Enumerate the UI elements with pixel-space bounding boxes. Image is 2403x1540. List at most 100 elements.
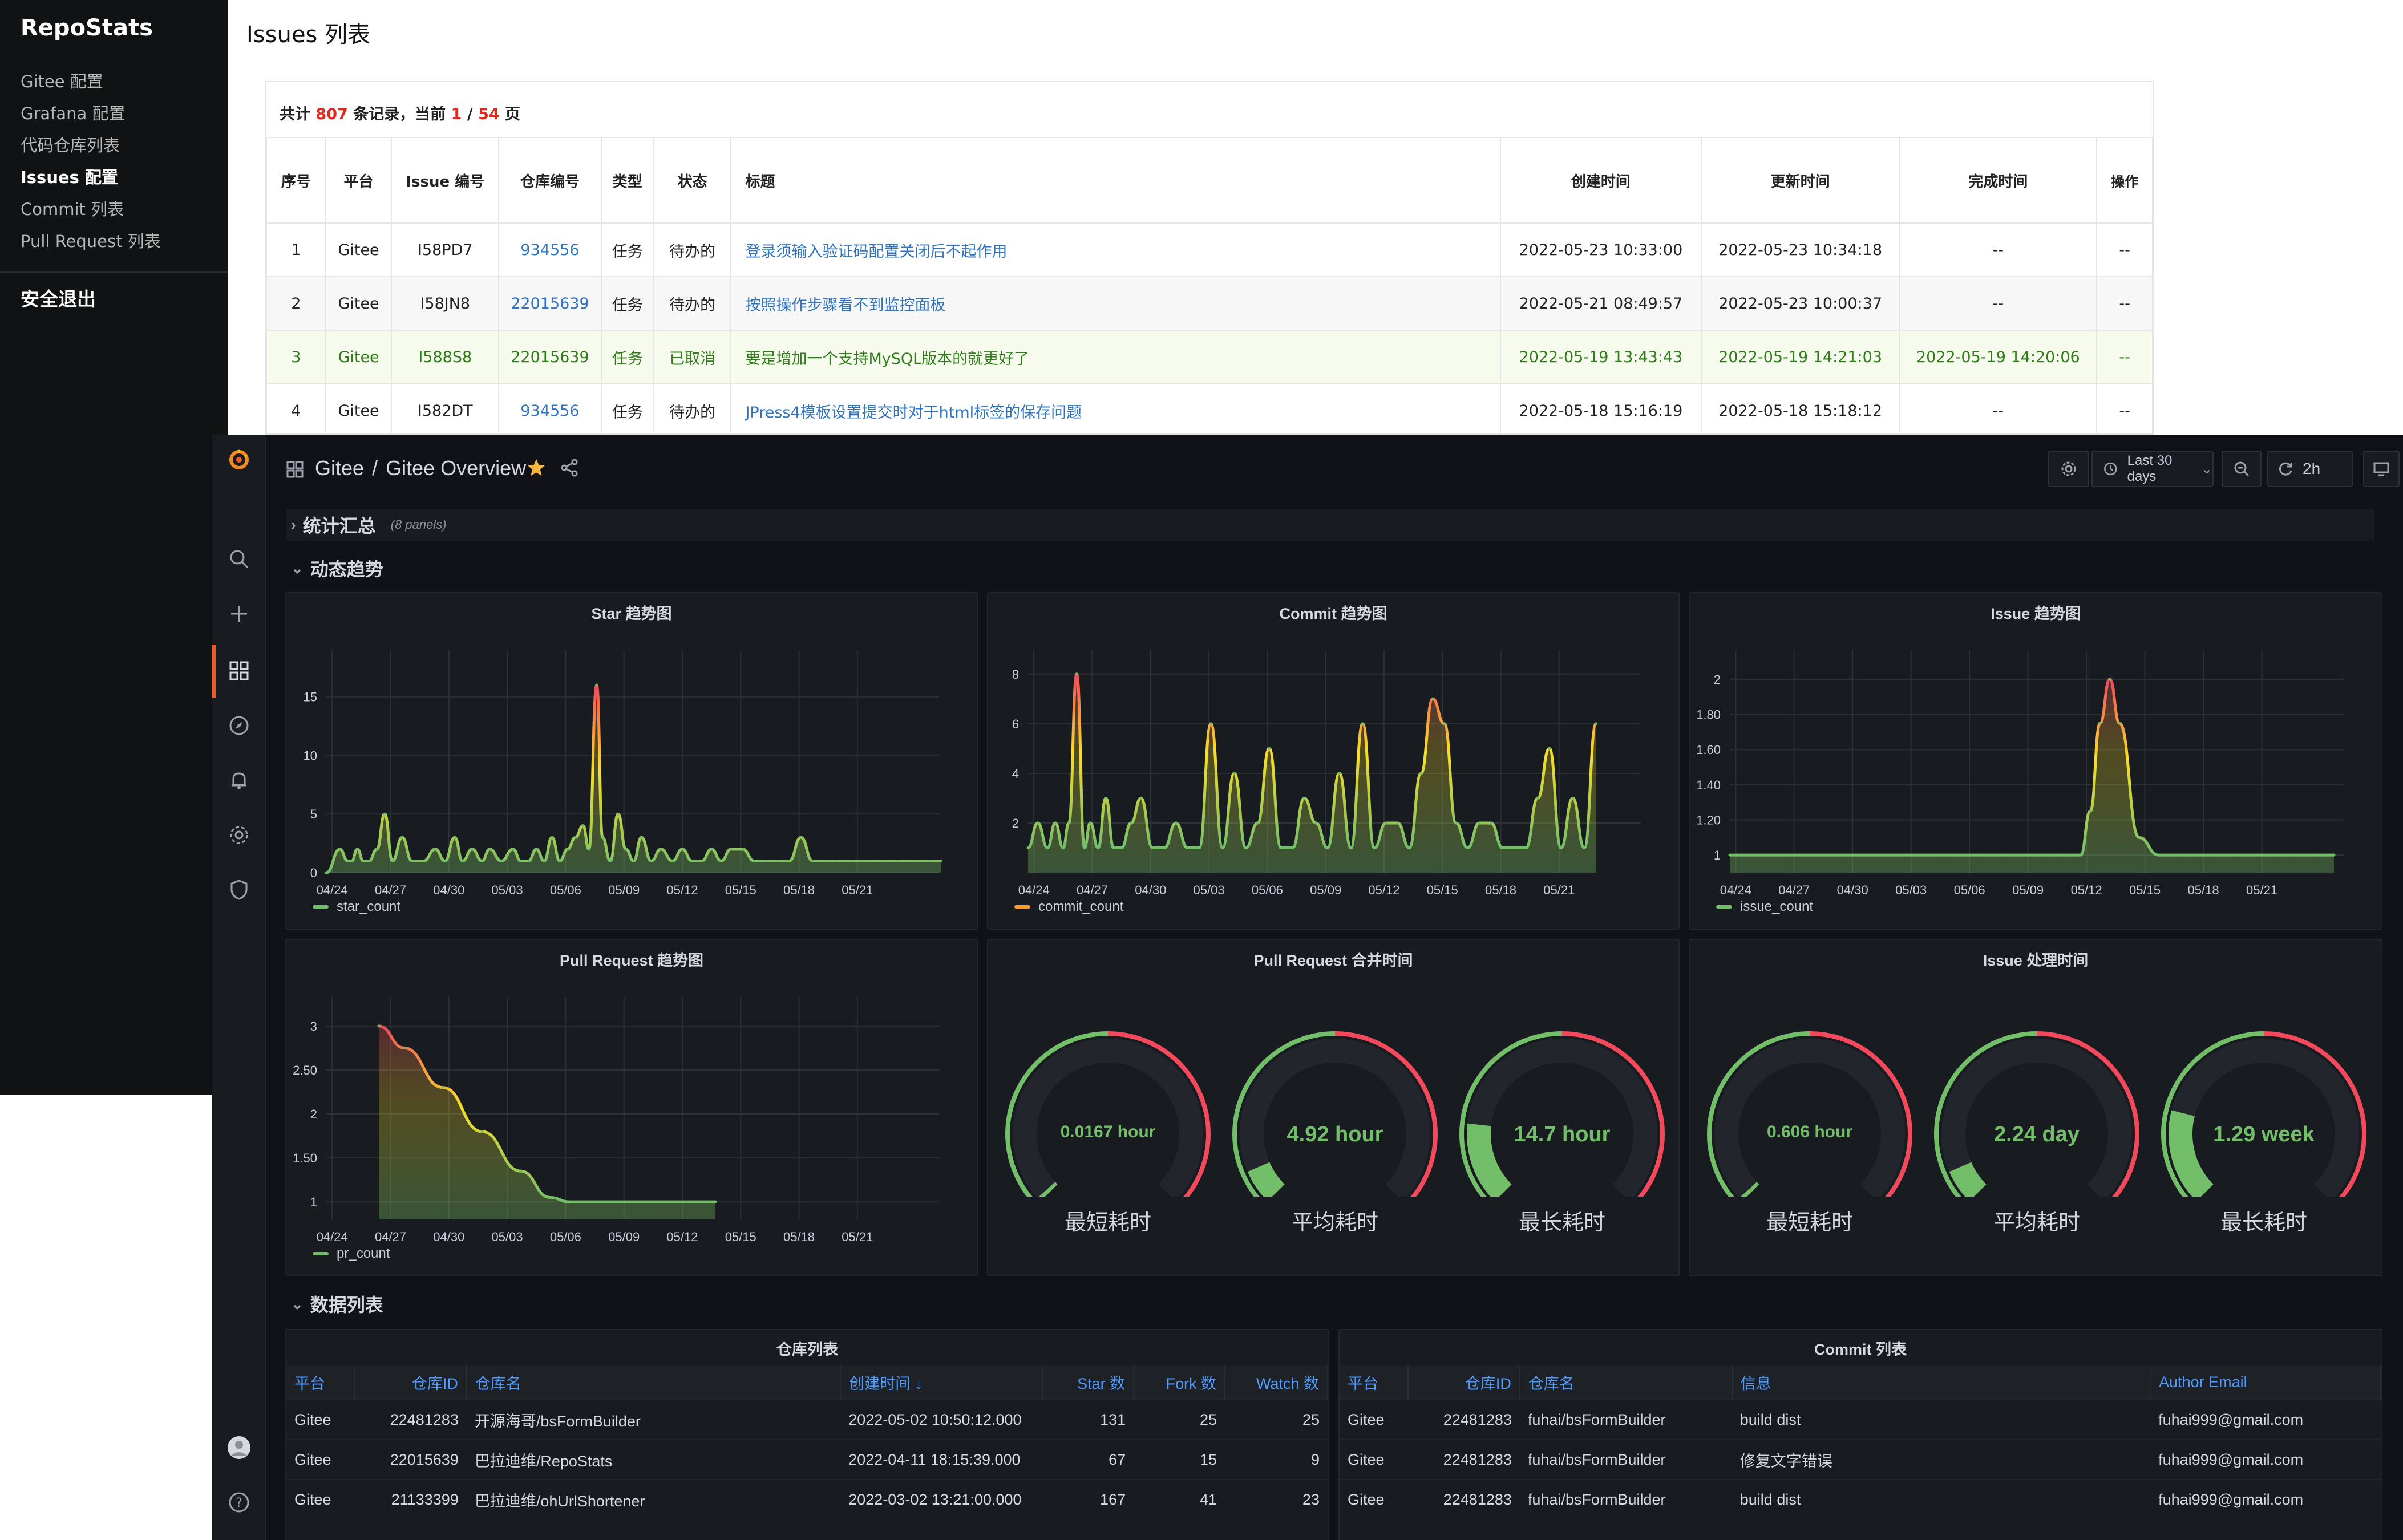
panel-star-trend[interactable]: Star 趋势图 0 5 10 15 04/24 04/27 04/30 05/03 05/06… <box>285 592 978 930</box>
legend-item[interactable]: issue_count <box>1716 899 1813 915</box>
zoom-out-button[interactable] <box>2222 451 2262 487</box>
issue-title-link[interactable]: 按照操作步骤看不到监控面板 <box>745 296 946 314</box>
nav-commit-list[interactable]: Commit 列表 <box>21 200 124 219</box>
time-range-picker[interactable]: Last 30 days ⌄ <box>2092 451 2214 487</box>
data-point <box>2079 853 2082 857</box>
explore-compass-icon[interactable] <box>226 713 252 738</box>
x-tick-label: 05/15 <box>725 883 756 897</box>
col-header-platform[interactable]: 平台 <box>1340 1365 1409 1400</box>
repo-link[interactable]: 934556 <box>520 241 580 259</box>
cell-created: 2022-04-11 18:15:39.000 <box>840 1439 1043 1480</box>
gauge-arc <box>1005 1031 1211 1207</box>
data-point <box>2098 722 2102 725</box>
issue-title-link[interactable]: JPress4模板设置提交时对于html标签的保存问题 <box>745 403 1082 422</box>
row-tables[interactable]: ⌄ 数据列表 <box>286 1288 383 1320</box>
data-point <box>453 836 456 839</box>
plus-icon[interactable] <box>226 601 252 626</box>
search-icon[interactable] <box>226 546 252 572</box>
chevron-down-icon: ⌄ <box>291 1295 304 1312</box>
gear-icon[interactable] <box>226 822 252 848</box>
data-point <box>1326 846 1329 849</box>
col-header-repo-name[interactable]: 仓库名 <box>466 1365 842 1400</box>
panel-pull-request-trend[interactable]: Pull Request 趋势图 1 1.50 2 2.50 3 04/24 04/27 04… <box>285 939 978 1276</box>
nav-repo-list[interactable]: 代码仓库列表 <box>21 136 120 155</box>
refresh-button[interactable]: 2h <box>2267 451 2353 487</box>
shield-icon[interactable] <box>226 877 252 902</box>
data-point <box>356 848 359 851</box>
panel-issue-handle-time[interactable]: Issue 处理时间 0.606 hour 最短耗时 2.24 day 平均耗时 1.2… <box>1689 939 2382 1276</box>
col-header-created-sort[interactable]: 创建时间 ↓ <box>840 1365 1043 1400</box>
help-icon[interactable]: ? <box>226 1490 252 1515</box>
nav-gitee-config[interactable]: Gitee 配置 <box>21 72 103 91</box>
x-tick-label: 05/03 <box>492 883 523 897</box>
data-point <box>566 848 569 851</box>
cell-type: 任务 <box>600 276 654 331</box>
cell-updated: 2022-05-18 15:18:12 <box>1700 383 1900 433</box>
repo-link[interactable]: 22015639 <box>511 294 589 313</box>
col-header-status: 状态 <box>653 137 732 224</box>
logout-link[interactable]: 安全退出 <box>21 288 96 310</box>
issue-title-link[interactable]: 登录须输入验证码配置关闭后不起作用 <box>745 242 1008 261</box>
cell-created: 2022-05-18 15:16:19 <box>1500 383 1702 433</box>
row-summary[interactable]: › 统计汇总 (8 panels) <box>286 509 2374 541</box>
panel-pr-merge-time[interactable]: Pull Request 合并时间 0.0167 hour 最短耗时 4.92 ho… <box>987 939 1680 1276</box>
cell-created: 2022-05-21 08:49:57 <box>1500 276 1702 331</box>
col-header-author-email[interactable]: Author Email <box>2150 1365 2381 1400</box>
dashboard-title[interactable]: Gitee Overview <box>386 456 527 480</box>
x-tick-label: 05/06 <box>550 1230 581 1244</box>
legend-item[interactable]: pr_count <box>313 1246 390 1262</box>
data-point <box>1396 821 1399 825</box>
cell-issue-no: I58PD7 <box>391 222 500 277</box>
avatar[interactable] <box>226 1435 252 1460</box>
panel-repo-table[interactable]: 仓库列表 平台 仓库ID 仓库名 创建时间 ↓ Star 数 Fork 数 Wa… <box>285 1329 1329 1540</box>
alerting-bell-icon[interactable] <box>226 768 252 793</box>
col-header-repo-name[interactable]: 仓库名 <box>1519 1365 1733 1400</box>
y-tick-label: 1.60 <box>1696 743 1721 757</box>
y-tick-label: 6 <box>1012 717 1019 731</box>
nav-pull-request-list[interactable]: Pull Request 列表 <box>21 232 161 251</box>
legend-item[interactable]: commit_count <box>1014 899 1123 915</box>
star-icon[interactable] <box>526 457 547 478</box>
panel-commit-trend[interactable]: Commit 趋势图 2 4 6 8 04/24 04/27 04/30 05/03 05/06… <box>987 592 1680 930</box>
monitor-icon <box>2373 462 2389 476</box>
col-header-repo-id[interactable]: 仓库ID <box>354 1365 467 1400</box>
panel-issue-trend[interactable]: Issue 趋势图 1 1.20 1.40 1.60 1.80 2 04/24 04/27 04… <box>1689 592 2382 930</box>
panel-commit-table[interactable]: Commit 列表 平台 仓库ID 仓库名 信息 Author Email Gi… <box>1338 1329 2382 1540</box>
data-point <box>741 848 745 851</box>
repo-table: 平台 仓库ID 仓库名 创建时间 ↓ Star 数 Fork 数 Watch 数… <box>286 1365 1328 1519</box>
settings-button[interactable] <box>2048 451 2089 487</box>
col-header-message[interactable]: 信息 <box>1732 1365 2151 1400</box>
issue-title-link[interactable]: 要是增加一个支持MySQL版本的就更好了 <box>745 350 1030 368</box>
cell-title: JPress4模板设置提交时对于html标签的保存问题 <box>730 383 1502 433</box>
data-point <box>573 836 577 839</box>
cell-platform: Gitee <box>325 330 393 384</box>
tv-mode-button[interactable] <box>2363 451 2400 487</box>
gauge-caption: 最长耗时 <box>2220 1211 2307 1235</box>
breadcrumb-folder[interactable]: Gitee <box>315 456 365 480</box>
repo-link[interactable]: 934556 <box>520 402 580 420</box>
repo-link[interactable]: 22015639 <box>511 348 589 366</box>
col-header-fork[interactable]: Fork 数 <box>1134 1365 1226 1400</box>
y-tick-label: 3 <box>310 1019 317 1034</box>
col-header-star[interactable]: Star 数 <box>1042 1365 1135 1400</box>
cell-index: 2 <box>266 276 326 331</box>
col-header-platform[interactable]: 平台 <box>286 1365 355 1400</box>
row-trends[interactable]: ⌄ 动态趋势 <box>286 552 383 584</box>
data-point <box>2215 853 2219 857</box>
legend-item[interactable]: star_count <box>313 899 400 915</box>
data-point <box>480 1130 484 1133</box>
cell-repo-name: 巴拉迪维/ohUrlShortener <box>466 1479 841 1519</box>
nav-grafana-config[interactable]: Grafana 配置 <box>21 104 126 123</box>
data-point <box>1026 846 1030 849</box>
nav-issues-config[interactable]: Issues 配置 <box>21 168 118 187</box>
legend-swatch <box>313 905 329 909</box>
dashboards-icon[interactable] <box>226 658 252 683</box>
col-header-watch[interactable]: Watch 数 <box>1225 1365 1328 1400</box>
share-icon[interactable] <box>559 457 580 478</box>
x-tick-label: 05/12 <box>666 883 698 897</box>
grafana-logo-icon[interactable] <box>226 447 252 472</box>
data-point <box>1407 846 1411 849</box>
time-range-label: Last 30 days <box>2127 453 2173 484</box>
col-header-repo-id[interactable]: 仓库ID <box>1407 1365 1520 1400</box>
cell-platform: Gitee <box>325 276 393 331</box>
